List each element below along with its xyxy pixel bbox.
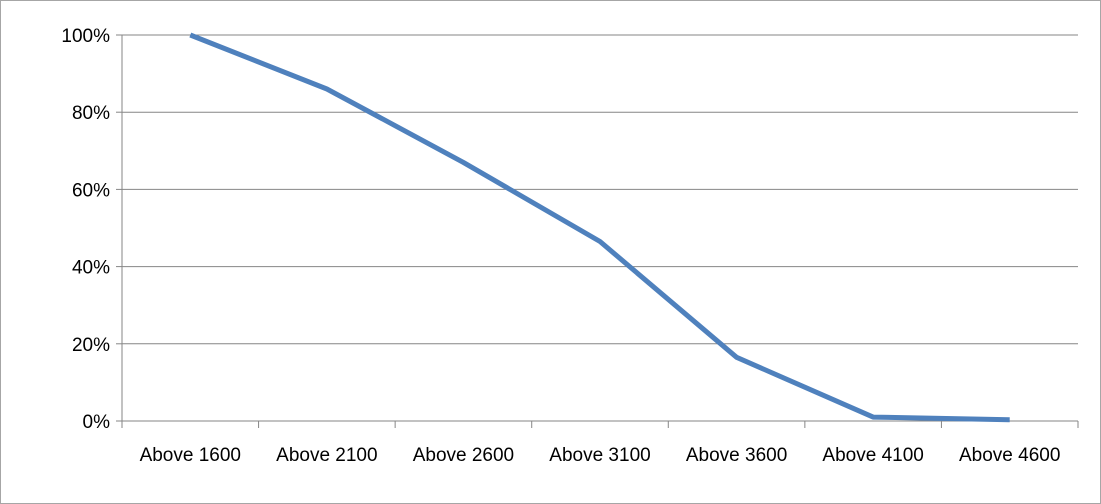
- data-point: [188, 33, 193, 38]
- y-tick-label: 40%: [72, 258, 110, 279]
- gridlines: [122, 34, 1078, 345]
- data-point: [734, 355, 739, 360]
- y-tick-label: 0%: [83, 412, 111, 433]
- y-tick-label: 60%: [72, 180, 110, 201]
- x-tick-label: Above 2100: [276, 445, 377, 466]
- series-layer: [188, 32, 1012, 423]
- x-tick-label: Above 2600: [413, 445, 514, 466]
- axes: [116, 34, 1079, 428]
- x-tick-labels: Above 1600 Above 2100 Above 2600 Above 3100…: [140, 445, 1061, 466]
- x-tick-label: Above 3100: [549, 445, 650, 466]
- x-tick-label: Above 4100: [822, 445, 923, 466]
- x-tick-label: Above 4600: [959, 445, 1060, 466]
- series-line-0: [189, 32, 1010, 423]
- data-point: [598, 239, 603, 244]
- data-point: [324, 87, 329, 92]
- x-tick-label: Above 1600: [140, 445, 241, 466]
- y-tick-labels: 0% 20% 40% 60% 80% 100%: [61, 26, 110, 433]
- data-point: [1007, 417, 1012, 422]
- data-point: [871, 415, 876, 420]
- x-tick-label: Above 3600: [686, 445, 787, 466]
- y-tick-label: 20%: [72, 335, 110, 356]
- data-point: [461, 160, 466, 165]
- y-tick-label: 80%: [72, 103, 110, 124]
- y-tick-label: 100%: [61, 26, 110, 47]
